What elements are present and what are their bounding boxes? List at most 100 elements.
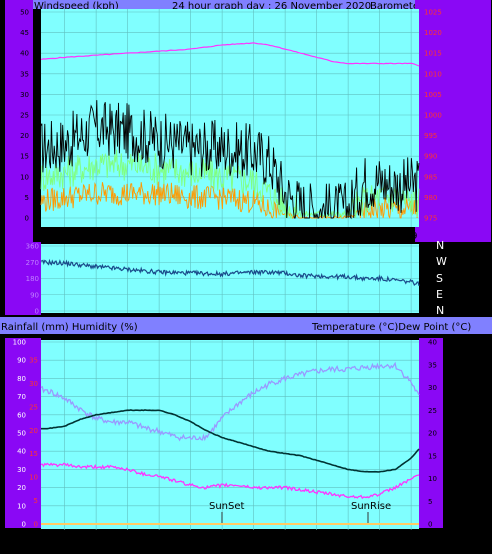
time-tick-label: 05 [342, 538, 355, 549]
barometer-axis-label: Barometer (hpa) [370, 1, 453, 12]
humidity-tick-label: 20 [17, 484, 26, 492]
temperature-tick-label: 25 [428, 407, 437, 415]
rainfall-baseline [41, 523, 419, 525]
sunrise-label: SunRise [351, 501, 391, 512]
direction-label-n-top: N [436, 239, 444, 252]
time-tick-label: 03 [310, 231, 323, 242]
time-tick-label: 21 [216, 231, 229, 242]
temperature-tick-label: 40 [428, 339, 437, 347]
wind-axis-panel [5, 0, 33, 242]
rainfall-tick-label: 20 [29, 427, 38, 435]
top-header-bar [33, 0, 415, 9]
barometer-tick-label: 1015 [424, 50, 442, 58]
dew-point-line [40, 462, 420, 500]
barometer-tick-label: 990 [424, 153, 437, 161]
temperature-tick-label: 20 [428, 430, 437, 438]
time-tick-label: 11 [58, 231, 71, 242]
direction-axis-panel [5, 242, 41, 315]
time-tick-label: 01 [279, 538, 292, 549]
wind-tick-label: 0 [25, 215, 29, 223]
windspeed-axis-label: Windspeed (kph) [34, 1, 119, 12]
barometer-tick-label: 1020 [424, 29, 442, 37]
barometer-tick-label: 1005 [424, 91, 442, 99]
humidity-tick-label: 100 [13, 339, 26, 347]
time-tick-label: 19 [184, 231, 197, 242]
barometer-tick-label: 1000 [424, 112, 442, 120]
barometer-tick-label: 975 [424, 215, 437, 223]
rainfall-tick-label: 5 [34, 497, 38, 505]
wind-tick-label: 5 [25, 194, 29, 202]
humidity-line [40, 361, 420, 442]
direction-tick-label: 270 [26, 259, 39, 267]
barometer-tick-label: 1025 [424, 9, 442, 17]
humidity-tick-label: 10 [17, 502, 26, 510]
barometer-tick-label: 1010 [424, 70, 442, 78]
rainfall-tick-label: 25 [29, 403, 38, 411]
rainfall-tick-label: 0 [34, 521, 38, 529]
middle-header-bar [0, 317, 492, 334]
temperature-tick-label: 0 [428, 521, 432, 529]
direction-tick-label: 360 [26, 243, 39, 251]
temperature-tick-label: 30 [428, 384, 437, 392]
humidity-tick-label: 60 [17, 411, 26, 419]
temperature-tick-label: 15 [428, 452, 437, 460]
direction-label-n-bottom: N [436, 304, 444, 317]
time-tick-label: 07 [373, 538, 386, 549]
wind-tick-label: 25 [20, 112, 29, 120]
gust-speed-line [40, 100, 420, 220]
rainfall-tick-label: 35 [29, 357, 38, 365]
time-tick-label: 09 [405, 231, 418, 242]
time-tick-label: 19 [184, 538, 197, 549]
wind-direction-line [40, 258, 420, 287]
wind-tick-label: 40 [20, 50, 29, 58]
wind-tick-label: 35 [20, 70, 29, 78]
humidity-tick-label: 70 [17, 393, 26, 401]
barometer-tick-label: 985 [424, 173, 437, 181]
rain-humidity-axis-label: Rainfall (mm) Humidity (%) [1, 322, 138, 333]
sunset-label: SunSet [209, 501, 245, 512]
humidity-tick-label: 30 [17, 466, 26, 474]
rainfall-tick-label: 30 [29, 380, 38, 388]
direction-label-w: W [436, 255, 447, 268]
time-tick-label: 13 [90, 538, 103, 549]
barometer-tick-label: 995 [424, 132, 437, 140]
temperature-tick-label: 5 [428, 498, 432, 506]
direction-tick-label: 0 [35, 308, 39, 316]
temperature-line [41, 409, 420, 473]
humidity-axis-panel [5, 338, 41, 528]
humidity-tick-label: 90 [17, 357, 26, 365]
wind-tick-label: 45 [20, 29, 29, 37]
wind-tick-label: 15 [20, 153, 29, 161]
wind-tick-label: 10 [20, 173, 29, 181]
barometer-axis-panel [415, 0, 491, 242]
direction-label-s: S [436, 272, 443, 285]
time-tick-label: 05 [342, 231, 355, 242]
humidity-tick-label: 80 [17, 375, 26, 383]
temperature-axis-label: Temperature (°C)Dew Point (°C) [311, 322, 471, 333]
time-tick-label: 17 [153, 538, 166, 549]
humidity-tick-label: 40 [17, 448, 26, 456]
humidity-tick-label: 0 [22, 521, 26, 529]
time-tick-label: 17 [153, 231, 166, 242]
temperature-tick-label: 10 [428, 475, 437, 483]
time-tick-label: 21 [216, 538, 229, 549]
temperature-axis-panel [419, 338, 443, 528]
barometer-tick-label: 980 [424, 194, 437, 202]
wind-tick-label: 30 [20, 91, 29, 99]
time-tick-label: 13 [90, 231, 103, 242]
temperature-tick-label: 35 [428, 361, 437, 369]
graph-title: 24 hour graph day : 26 November 2020 [172, 1, 371, 12]
time-tick-label: 03 [310, 538, 323, 549]
wind-tick-label: 50 [20, 9, 29, 17]
time-tick-label: 11 [58, 538, 71, 549]
time-tick-label: 23 [247, 538, 260, 549]
humidity-tick-label: 50 [17, 430, 26, 438]
time-tick-label: 15 [121, 538, 134, 549]
time-tick-label: 15 [121, 231, 134, 242]
direction-tick-label: 90 [30, 291, 39, 299]
direction-label-e: E [436, 288, 443, 301]
barometer-line [40, 42, 420, 67]
time-tick-label: 01 [279, 231, 292, 242]
time-tick-label: 23 [247, 231, 260, 242]
